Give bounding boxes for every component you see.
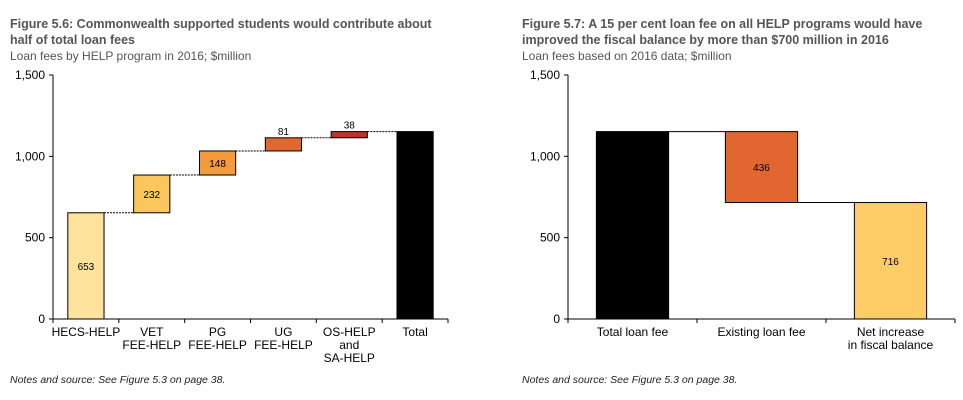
x-category-label: Total loan fee (597, 325, 669, 339)
figure-title: Figure 5.7: A 15 per cent loan fee on al… (522, 17, 923, 47)
x-category-label: Existing loan fee (717, 325, 805, 339)
y-tick-label: 1,000 (530, 149, 560, 163)
x-category-label: UG (274, 325, 292, 339)
x-category-label: OS-HELP (323, 325, 376, 339)
data-label: 716 (882, 257, 899, 268)
x-category-label: Net increase (857, 325, 925, 339)
bar-vet-fee-help (133, 174, 171, 214)
y-tick-label: 1,000 (15, 149, 45, 163)
y-tick-label: 500 (25, 231, 45, 245)
bar-os-help-and-sa-help (330, 131, 368, 139)
y-tick-label: 1,500 (530, 68, 560, 82)
waterfall-chart-fiscal-balance: 0 500 1,000 1,500 Total loan fee 436 Existing … (530, 68, 956, 352)
x-category-label: Total (402, 325, 427, 339)
x-category-label: FEE-HELP (122, 338, 181, 352)
y-tick-label: 1,500 (15, 68, 45, 82)
data-label: 38 (344, 121, 356, 132)
figure-note: Notes and source: See Figure 5.3 on page… (522, 374, 738, 386)
figure-subtitle: Loan fees by HELP program in 2016; $mill… (10, 49, 252, 63)
bar-hecs-help (67, 212, 105, 320)
x-category-label: and (339, 338, 359, 352)
bar-ug-fee-help (264, 137, 303, 152)
x-category-label: FEE-HELP (188, 338, 247, 352)
y-tick-label: 0 (38, 312, 45, 326)
figure-note: Notes and source: See Figure 5.3 on page… (10, 374, 226, 386)
bar-total (396, 131, 434, 320)
x-category-label: HECS-HELP (52, 325, 121, 339)
bar-net-increase-in-fiscal-balance (853, 202, 928, 320)
y-tick-label: 0 (553, 312, 560, 326)
data-label: 232 (143, 190, 160, 201)
data-label: 148 (209, 159, 226, 170)
figure-5-6-panel: Figure 5.6: Commonwealth supported stude… (0, 0, 470, 400)
x-category-label: VET (140, 325, 164, 339)
waterfall-chart-program-fees: 05001,0001,500653HECS-HELP232VETFEE-HELP… (15, 68, 449, 365)
x-category-label: FEE-HELP (254, 338, 313, 352)
x-category-label: PG (209, 325, 226, 339)
figure-subtitle: Loan fees based on 2016 data; $million (522, 49, 732, 63)
x-category-label: in fiscal balance (848, 338, 934, 352)
figure-title: Figure 5.6: Commonwealth supported stude… (10, 17, 432, 47)
x-category-label: SA-HELP (324, 351, 375, 365)
bar-pg-fee-help (198, 150, 237, 176)
data-label: 653 (78, 262, 95, 273)
data-label: 81 (278, 127, 290, 138)
y-tick-label: 500 (540, 231, 560, 245)
bar-existing-loan-fee (724, 131, 799, 204)
data-label: 436 (753, 163, 770, 174)
figure-5-7-panel: Figure 5.7: A 15 per cent loan fee on al… (521, 0, 963, 400)
bar-total-loan-fee (595, 131, 670, 320)
